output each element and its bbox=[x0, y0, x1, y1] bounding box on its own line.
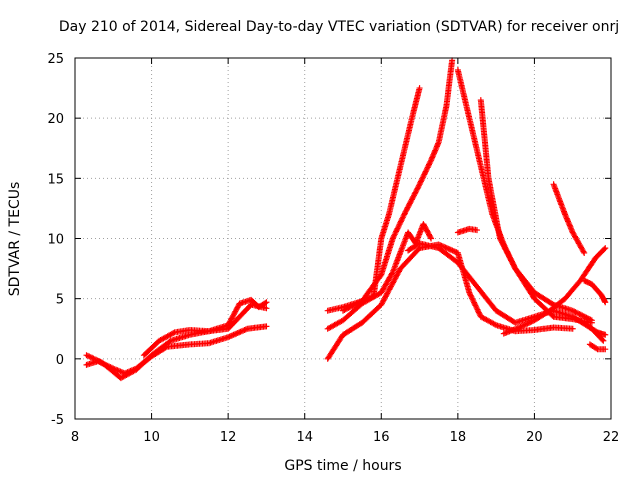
y-tick-label: 20 bbox=[47, 112, 64, 127]
grid bbox=[75, 58, 611, 419]
y-tick-label: -5 bbox=[51, 413, 64, 428]
series-markers bbox=[340, 85, 423, 314]
y-tick-label: 15 bbox=[47, 172, 64, 187]
data-series bbox=[140, 296, 270, 359]
y-tick-label: 0 bbox=[56, 353, 64, 368]
series-markers bbox=[586, 341, 609, 353]
x-tick-label: 18 bbox=[450, 430, 467, 445]
data-series bbox=[586, 341, 609, 353]
axis-ticks: 8 10 12 14 16 18 20 22 -5 0 5 10 15 20 25 bbox=[47, 52, 619, 445]
x-tick-label: 22 bbox=[603, 430, 620, 445]
data-series bbox=[586, 324, 609, 338]
x-tick-label: 8 bbox=[71, 430, 79, 445]
series-markers bbox=[550, 181, 588, 256]
y-tick-label: 5 bbox=[56, 293, 64, 308]
x-axis-label: GPS time / hours bbox=[284, 458, 401, 474]
series-markers bbox=[581, 277, 609, 306]
series-markers bbox=[454, 225, 480, 236]
data-series bbox=[500, 245, 609, 337]
data-series bbox=[477, 97, 595, 326]
y-tick-label: 25 bbox=[47, 52, 64, 67]
data-series bbox=[340, 85, 423, 314]
chart-title: Day 210 of 2014, Sidereal Day-to-day VTE… bbox=[59, 19, 619, 35]
y-axis-label: SDTVAR / TECUs bbox=[7, 182, 23, 297]
data-series bbox=[83, 301, 270, 382]
y-tick-label: 10 bbox=[47, 233, 64, 248]
series-markers bbox=[477, 97, 595, 326]
x-tick-label: 16 bbox=[373, 430, 390, 445]
plot-frame bbox=[74, 57, 612, 420]
series-markers bbox=[83, 301, 270, 382]
series-markers bbox=[586, 324, 609, 338]
data-series bbox=[581, 277, 609, 306]
x-tick-label: 20 bbox=[526, 430, 543, 445]
x-tick-label: 12 bbox=[220, 430, 237, 445]
x-tick-label: 14 bbox=[296, 430, 313, 445]
series-markers bbox=[140, 296, 270, 359]
series-markers bbox=[500, 245, 609, 337]
data-series bbox=[550, 181, 588, 256]
x-tick-label: 10 bbox=[143, 430, 160, 445]
data-series bbox=[454, 225, 480, 236]
data-layer bbox=[83, 57, 609, 382]
